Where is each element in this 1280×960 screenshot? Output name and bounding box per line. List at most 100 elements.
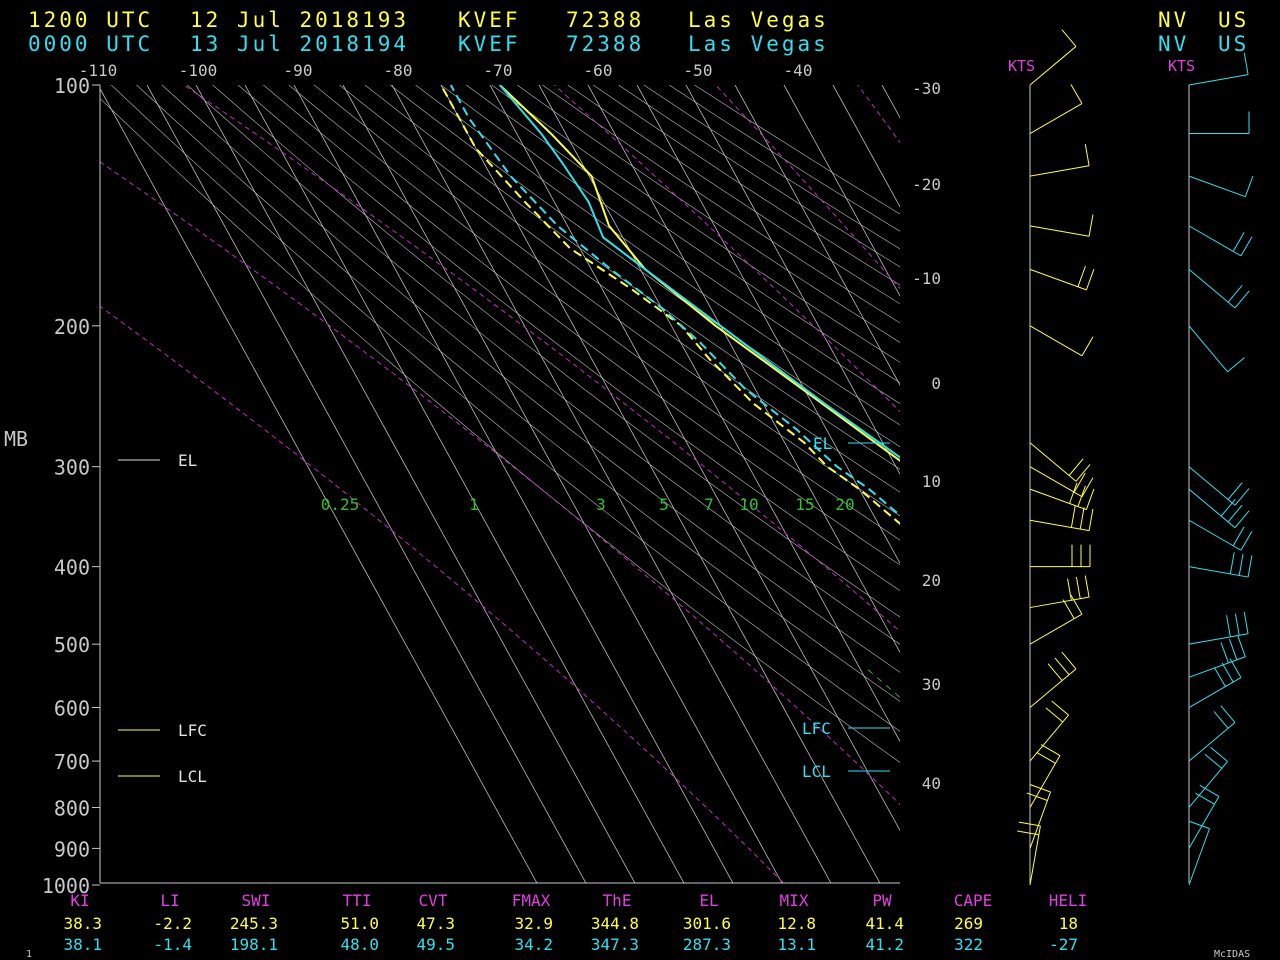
isotherm bbox=[1127, 85, 1280, 902]
index-value-run2: 49.5 bbox=[416, 935, 455, 954]
isotherm bbox=[636, 85, 900, 565]
mixing-ratio-label: 15 bbox=[795, 495, 814, 514]
index-value-run2: 34.2 bbox=[514, 935, 553, 954]
wind-panels bbox=[1017, 29, 1254, 886]
isotherm bbox=[734, 85, 900, 386]
index-value-run2: 198.1 bbox=[230, 935, 278, 954]
mixing-ratio-label: 7 bbox=[704, 495, 714, 514]
wind-barb bbox=[1029, 84, 1083, 134]
run2-station: KVEF bbox=[458, 32, 521, 56]
mixing-ratio-line bbox=[924, 668, 1194, 902]
wind-barb bbox=[1017, 821, 1041, 886]
run1-wmo: 72388 bbox=[566, 8, 644, 32]
isotherm bbox=[931, 85, 1280, 902]
dry-adiabat bbox=[618, 85, 900, 268]
index-value-run1: 344.8 bbox=[591, 914, 639, 933]
top-temp-tick-label: -100 bbox=[179, 61, 218, 80]
dry-adiabat bbox=[136, 85, 900, 702]
run2-dewpoint-trace bbox=[449, 85, 900, 517]
right-temp-tick-label: -20 bbox=[912, 175, 941, 194]
index-value-run2: -1.4 bbox=[153, 935, 192, 954]
right-el-label: EL bbox=[813, 434, 832, 453]
wind-barb bbox=[1188, 820, 1210, 886]
moist-adiabat bbox=[554, 85, 900, 413]
run1-state: NV bbox=[1158, 8, 1189, 32]
dry-adiabat bbox=[288, 85, 900, 541]
isotherm bbox=[100, 87, 538, 883]
dry-adiabat bbox=[415, 85, 900, 426]
dry-adiabat bbox=[111, 85, 900, 732]
mixing-ratio-line bbox=[1091, 668, 1280, 902]
index-value-run1: 245.3 bbox=[230, 914, 278, 933]
right-lfc-label: LFC bbox=[802, 719, 831, 738]
level-markers: EL LFC LCL EL LFC LCL bbox=[118, 434, 890, 786]
index-value-run2: 13.1 bbox=[777, 935, 816, 954]
isotherm bbox=[195, 85, 636, 883]
moist-adiabat bbox=[100, 161, 900, 805]
dry-adiabat bbox=[212, 85, 900, 618]
pressure-tick-label: 800 bbox=[54, 796, 90, 820]
dry-adiabat bbox=[100, 98, 900, 763]
index-value-run2: 287.3 bbox=[683, 935, 731, 954]
top-temp-tick-label: -70 bbox=[484, 61, 513, 80]
pressure-tick-label: 300 bbox=[54, 456, 90, 480]
run2-date: 13 Jul 2018194 bbox=[190, 32, 409, 56]
dry-adiabat bbox=[237, 85, 900, 592]
dry-adiabat bbox=[643, 85, 900, 250]
mixing-ratio-line bbox=[865, 667, 900, 699]
mixing-ratio-line bbox=[973, 668, 1243, 902]
wind-barb bbox=[1188, 635, 1246, 678]
wind-barb bbox=[1026, 784, 1051, 849]
index-value-run2: 38.1 bbox=[63, 935, 102, 954]
moist-adiabat bbox=[183, 85, 900, 633]
pressure-tick-label: 500 bbox=[54, 633, 90, 657]
wind-barb bbox=[1029, 143, 1090, 177]
left-el-label: EL bbox=[178, 451, 197, 470]
index-value-run2: 48.0 bbox=[340, 935, 379, 954]
wind-barb bbox=[1188, 175, 1254, 198]
index-value-run1: -2.2 bbox=[153, 914, 192, 933]
right-temp-tick-label: -30 bbox=[912, 79, 941, 98]
wind-barb bbox=[1030, 544, 1091, 568]
wind-barb bbox=[1029, 214, 1094, 237]
mixing-ratio-label: 5 bbox=[659, 495, 669, 514]
index-header: ThE bbox=[603, 891, 632, 910]
run2-wmo: 72388 bbox=[566, 32, 644, 56]
right-temp-tick-label: 20 bbox=[922, 571, 941, 590]
mixing-ratio-line bbox=[1042, 668, 1280, 902]
run1-time: 1200 UTC bbox=[28, 8, 153, 32]
pressure-tick-label: 200 bbox=[54, 315, 90, 339]
index-value-run1: 41.4 bbox=[865, 914, 904, 933]
run1-name: Las Vegas bbox=[688, 8, 829, 32]
isotherm bbox=[1078, 85, 1280, 902]
pressure-tick-label: 1000 bbox=[42, 874, 90, 898]
wind-barb bbox=[1188, 705, 1236, 762]
index-value-run2: 41.2 bbox=[865, 935, 904, 954]
index-value-run1: 269 bbox=[954, 914, 983, 933]
wind-barb bbox=[1029, 575, 1090, 609]
dry-adiabat bbox=[440, 85, 900, 405]
isotherm bbox=[783, 85, 900, 297]
run2-country: US bbox=[1218, 32, 1249, 56]
plot-grid bbox=[100, 85, 1280, 902]
page-number: 1 bbox=[26, 949, 32, 960]
dry-adiabat bbox=[669, 85, 900, 232]
index-value-run2: 322 bbox=[954, 935, 983, 954]
dry-adiabat bbox=[390, 85, 900, 448]
index-header: MIX bbox=[780, 891, 809, 910]
wind-unit-label-2: KTS bbox=[1168, 57, 1195, 75]
wind-barb bbox=[1188, 612, 1249, 645]
top-temp-tick-label: -50 bbox=[684, 61, 713, 80]
header: 1200 UTC 12 Jul 2018193 KVEF 72388 Las V… bbox=[28, 8, 1249, 56]
run1-date: 12 Jul 2018193 bbox=[190, 8, 409, 32]
index-value-run1: 51.0 bbox=[340, 914, 379, 933]
wind-barb bbox=[1029, 744, 1061, 808]
wind-barb bbox=[1188, 268, 1250, 309]
wind-barb bbox=[1029, 265, 1095, 291]
index-header: KI bbox=[70, 891, 89, 910]
dry-adiabat bbox=[314, 85, 900, 517]
plot-area bbox=[100, 85, 900, 883]
wind-barb bbox=[1188, 225, 1253, 257]
